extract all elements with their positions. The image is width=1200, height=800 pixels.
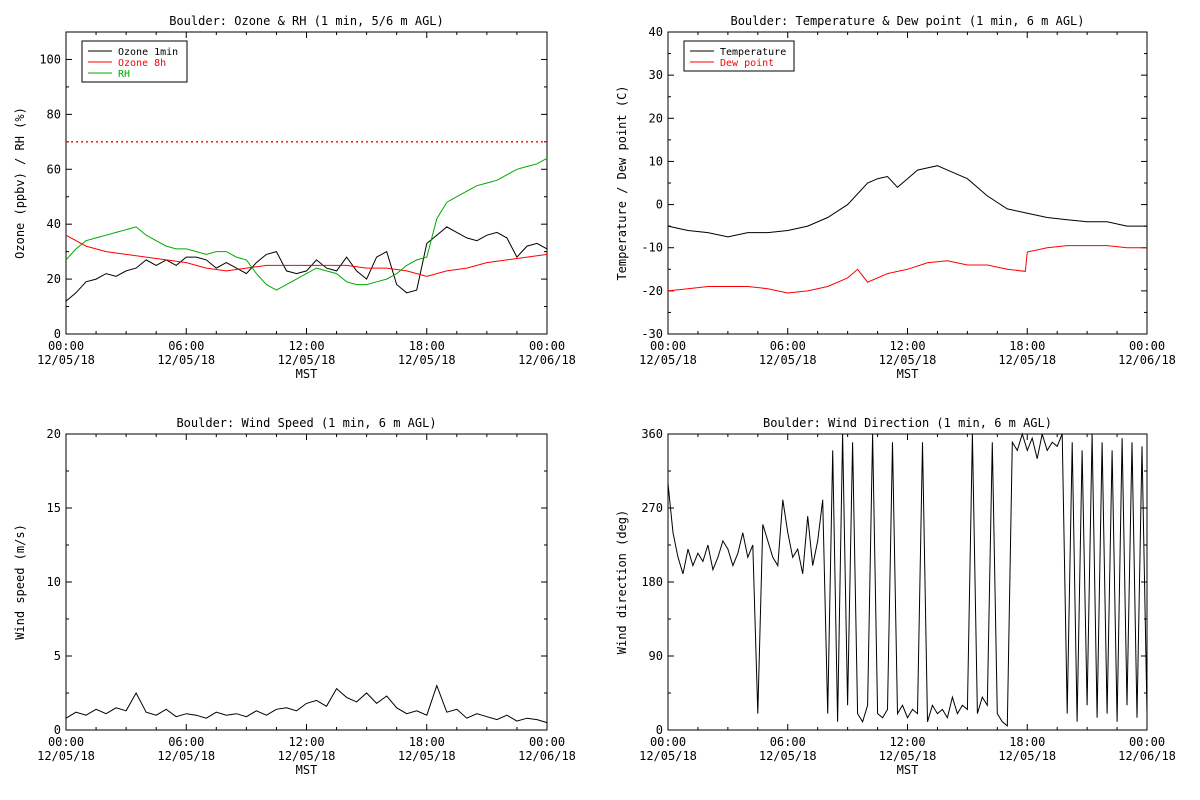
x-tick-label-date: 12/05/18 — [759, 353, 817, 367]
legend-box — [81, 40, 188, 83]
x-tick-label-time: 18:00 — [409, 339, 445, 353]
chart-panel-1: Boulder: Ozone & RH (1 min, 5/6 m AGL) 0 2… — [13, 14, 576, 381]
x-tick-label-date: 12/05/18 — [37, 749, 95, 763]
x-tick-label-date: 12/06/18 — [518, 353, 576, 367]
y-tick-label: -10 — [641, 241, 663, 255]
x-tick-label-date: 12/05/18 — [278, 749, 336, 763]
x-tick-label-time: 00:00 — [1129, 735, 1165, 749]
x-tick-label-date: 12/05/18 — [879, 749, 937, 763]
x-tick-label-date: 12/05/18 — [759, 749, 817, 763]
x-tick-label-date: 12/05/18 — [37, 353, 95, 367]
x-tick-label-date: 12/05/18 — [398, 749, 456, 763]
x-tick-label-time: 00:00 — [48, 339, 84, 353]
chart-title: Boulder: Wind Speed (1 min, 6 m AGL) — [176, 416, 436, 430]
series-line-1 — [65, 684, 548, 724]
y-axis-label: Temperature / Dew point (C) — [615, 85, 629, 280]
x-tick-label-time: 06:00 — [168, 735, 204, 749]
x-axis-label: MST — [296, 367, 318, 381]
y-tick-label: 0 — [54, 327, 61, 341]
y-axis-label: Wind speed (m/s) — [13, 524, 27, 640]
x-tick-label-date: 12/05/18 — [157, 353, 215, 367]
y-tick-label: 100 — [39, 52, 61, 66]
series-line-3 — [65, 157, 548, 291]
x-axis-label: MST — [897, 763, 919, 777]
x-tick-label-time: 12:00 — [889, 339, 925, 353]
legend-label: Dew point — [720, 58, 774, 69]
y-tick-label: 10 — [47, 575, 61, 589]
y-tick-label: 30 — [649, 68, 663, 82]
x-tick-label-time: 12:00 — [889, 735, 925, 749]
legend-label: Ozone 8h — [118, 58, 166, 69]
chart-panel-4: Boulder: Wind Direction (1 min, 6 m AGL)… — [615, 416, 1176, 777]
y-tick-label: 40 — [649, 25, 663, 39]
x-tick-label-date: 12/06/18 — [1118, 749, 1176, 763]
plot-frame — [667, 31, 1148, 335]
x-tick-label-date: 12/05/18 — [998, 353, 1056, 367]
y-tick-label: 40 — [47, 217, 61, 231]
y-tick-label: 5 — [54, 649, 61, 663]
legend-label: RH — [118, 69, 130, 80]
y-tick-label: 0 — [656, 198, 663, 212]
x-tick-label-time: 18:00 — [1009, 339, 1045, 353]
y-tick-label: 10 — [649, 154, 663, 168]
y-axis-label: Wind direction (deg) — [615, 510, 629, 655]
chart-panel-2: Boulder: Temperature & Dew point (1 min,… — [615, 14, 1176, 381]
x-tick-label-time: 06:00 — [770, 735, 806, 749]
y-tick-label: 0 — [656, 723, 663, 737]
legend-label: Temperature — [720, 47, 786, 58]
y-tick-label: 360 — [641, 427, 663, 441]
y-tick-label: 180 — [641, 575, 663, 589]
x-tick-label-date: 12/05/18 — [639, 749, 697, 763]
y-tick-label: 20 — [47, 272, 61, 286]
series-line-2 — [667, 245, 1147, 294]
y-tick-label: 60 — [47, 162, 61, 176]
x-tick-label-time: 06:00 — [770, 339, 806, 353]
y-axis-label: Ozone (ppbv) / RH (%) — [13, 107, 27, 259]
x-tick-label-date: 12/05/18 — [278, 353, 336, 367]
x-tick-label-time: 18:00 — [1009, 735, 1045, 749]
y-tick-label: -20 — [641, 284, 663, 298]
x-tick-label-time: 00:00 — [48, 735, 84, 749]
y-tick-label: -30 — [641, 327, 663, 341]
x-tick-label-date: 12/05/18 — [998, 749, 1056, 763]
y-tick-label: 90 — [649, 649, 663, 663]
plot-frame — [65, 433, 548, 731]
legend-box — [683, 40, 795, 72]
y-tick-label: 0 — [54, 723, 61, 737]
x-tick-label-date: 12/06/18 — [518, 749, 576, 763]
y-tick-label: 15 — [47, 501, 61, 515]
y-tick-label: 80 — [47, 107, 61, 121]
chart-panel-3: Boulder: Wind Speed (1 min, 6 m AGL) 0 5 10… — [13, 416, 576, 777]
x-tick-label-time: 06:00 — [168, 339, 204, 353]
y-tick-label: 20 — [649, 111, 663, 125]
x-tick-label-time: 12:00 — [288, 735, 324, 749]
chart-title: Boulder: Ozone & RH (1 min, 5/6 m AGL) — [169, 14, 444, 28]
x-tick-label-date: 12/06/18 — [1118, 353, 1176, 367]
x-tick-label-date: 12/05/18 — [879, 353, 937, 367]
x-tick-label-time: 00:00 — [650, 339, 686, 353]
x-tick-label-time: 00:00 — [650, 735, 686, 749]
y-tick-label: 20 — [47, 427, 61, 441]
x-tick-label-time: 00:00 — [529, 339, 565, 353]
y-tick-label: 270 — [641, 501, 663, 515]
plot-frame — [667, 433, 1148, 731]
x-tick-label-time: 00:00 — [529, 735, 565, 749]
x-tick-label-date: 12/05/18 — [639, 353, 697, 367]
series-line-1 — [65, 226, 548, 302]
chart-title: Boulder: Temperature & Dew point (1 min,… — [730, 14, 1084, 28]
x-tick-label-date: 12/05/18 — [398, 353, 456, 367]
series-line-2 — [65, 234, 548, 277]
legend-label: Ozone 1min — [118, 47, 178, 58]
x-tick-label-time: 18:00 — [409, 735, 445, 749]
chart-title: Boulder: Wind Direction (1 min, 6 m AGL) — [763, 416, 1052, 430]
x-tick-label-date: 12/05/18 — [157, 749, 215, 763]
x-axis-label: MST — [897, 367, 919, 381]
x-axis-label: MST — [296, 763, 318, 777]
series-line-1 — [667, 165, 1147, 238]
x-tick-label-time: 12:00 — [288, 339, 324, 353]
x-tick-label-time: 00:00 — [1129, 339, 1165, 353]
series-line-1 — [667, 432, 1148, 727]
